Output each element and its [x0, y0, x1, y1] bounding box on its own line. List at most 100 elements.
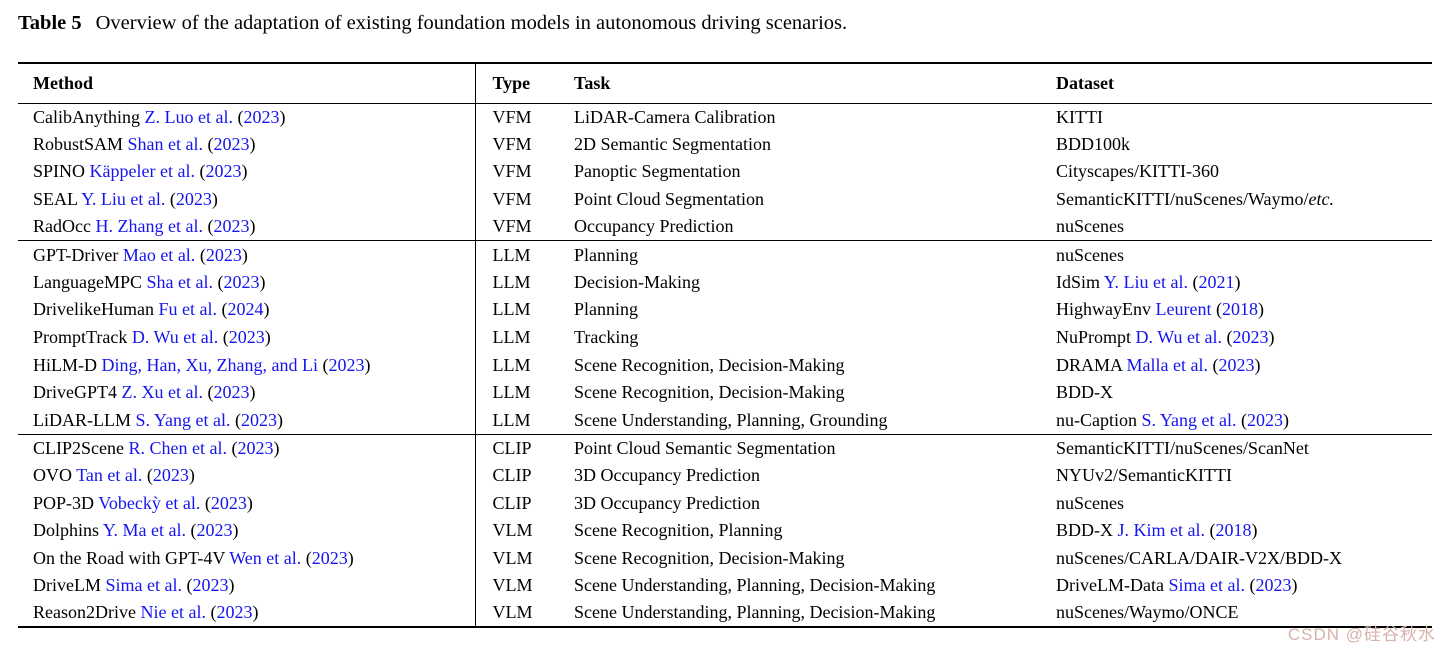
dataset-name: nuScenes	[1056, 244, 1124, 265]
col-header-dataset: Dataset	[1055, 63, 1432, 104]
method-cell: Dolphins Y. Ma et al. (2023)	[18, 516, 476, 545]
citation-link[interactable]: S. Yang et al.	[135, 409, 231, 430]
citation-link[interactable]: S. Yang et al.	[1141, 409, 1237, 430]
type-cell: VFM	[492, 161, 532, 182]
citation-link[interactable]: Vobeckỳ et al.	[98, 492, 201, 513]
citation-year-link[interactable]: 2023	[216, 602, 253, 623]
citation-year-link[interactable]: 2023	[241, 409, 278, 430]
dataset-name: HighwayEnv	[1056, 299, 1151, 320]
method-name: DrivelikeHuman	[33, 299, 154, 320]
citation-year-link[interactable]: 2023	[243, 106, 280, 127]
citation-link[interactable]: Tan et al.	[76, 465, 143, 486]
citation-year-link[interactable]: 2023	[1218, 354, 1255, 375]
citation-year-link[interactable]: 2023	[223, 271, 260, 292]
table-row: DriveLM Sima et al. (2023) VLM Scene Under…	[18, 572, 1432, 600]
citation-link[interactable]: Sha et al.	[146, 271, 213, 292]
dataset-name: BDD-X	[1056, 382, 1113, 403]
citation-link[interactable]: J. Kim et al.	[1117, 520, 1206, 541]
citation-link[interactable]: Shan et al.	[127, 133, 204, 154]
task-cell: Decision-Making	[574, 271, 700, 292]
citation-year-link[interactable]: 2023	[152, 465, 189, 486]
type-cell: VLM	[492, 575, 533, 596]
method-cell: DriveLM Sima et al. (2023)	[18, 572, 476, 600]
task-cell: Occupancy Prediction	[574, 216, 734, 237]
citation-link[interactable]: H. Zhang et al.	[95, 216, 203, 237]
citation-link[interactable]: Leurent	[1155, 299, 1212, 320]
citation-link[interactable]: Y. Liu et al.	[1103, 271, 1189, 292]
citation-year-link[interactable]: 2023	[228, 327, 265, 348]
citation-year-link[interactable]: 2023	[175, 189, 212, 210]
method-cell: DriveGPT4 Z. Xu et al. (2023)	[18, 378, 476, 407]
citation-link[interactable]: D. Wu et al.	[1135, 327, 1222, 348]
method-name: RadOcc	[33, 216, 91, 237]
citation-year-link[interactable]: 2023	[210, 492, 247, 513]
citation-year-link[interactable]: 2023	[1247, 409, 1284, 430]
method-cell: LiDAR-LLM S. Yang et al. (2023)	[18, 406, 476, 435]
task-cell: Planning	[572, 240, 1055, 269]
type-cell: VFM	[492, 189, 532, 210]
col-header-type: Type	[475, 63, 572, 104]
citation-year-link[interactable]: 2018	[1221, 299, 1258, 320]
method-name: LiDAR-LLM	[33, 409, 131, 430]
citation-link[interactable]: D. Wu et al.	[131, 327, 219, 348]
task-cell: 3D Occupancy Prediction	[574, 465, 760, 486]
citation-link[interactable]: Ding, Han, Xu, Zhang, and Li	[101, 354, 318, 375]
citation-year-link[interactable]: 2023	[311, 547, 348, 568]
method-cell: CLIP2Scene R. Chen et al. (2023)	[18, 433, 476, 462]
task-cell: Scene Understanding, Planning, Decision-…	[574, 575, 936, 596]
citation-link[interactable]: Nie et al.	[140, 602, 206, 623]
citation-year-link[interactable]: 2023	[213, 216, 250, 237]
table-row: GPT-Driver Mao et al. (2023) LLM Planning n…	[18, 240, 1432, 269]
citation-year-link[interactable]: 2023	[213, 133, 250, 154]
citation-link[interactable]: Fu et al.	[158, 299, 217, 320]
citation-year-link[interactable]: 2021	[1198, 271, 1235, 292]
dataset-cell: nuScenes	[1055, 213, 1432, 241]
citation-link[interactable]: Wen et al.	[229, 547, 302, 568]
citation-link[interactable]: Z. Luo et al.	[144, 106, 233, 127]
dataset-name: BDD-X	[1056, 520, 1113, 541]
task-cell: Scene Understanding, Planning, Grounding	[574, 409, 888, 430]
citation-link[interactable]: Sima et al.	[1168, 575, 1245, 596]
dataset-name: nuScenes/Waymo/ONCE	[1056, 602, 1239, 623]
method-name: DriveGPT4	[33, 382, 117, 403]
citation-link[interactable]: Z. Xu et al.	[121, 382, 203, 403]
type-cell: CLIP	[475, 433, 572, 462]
method-name: RobustSAM	[33, 133, 124, 154]
citation-year-link[interactable]: 2023	[1255, 575, 1292, 596]
citation-link[interactable]: Käppeler et al.	[89, 161, 195, 182]
citation-link[interactable]: Mao et al.	[122, 244, 196, 265]
type-cell: VLM	[492, 520, 533, 541]
type-cell: LLM	[492, 382, 531, 403]
table-row: LiDAR-LLM S. Yang et al. (2023) LLM Scene …	[18, 406, 1432, 435]
type-cell: VFM	[492, 133, 532, 154]
task-cell: Planning	[574, 299, 639, 320]
table-row: DrivelikeHuman Fu et al. (2024) LLM Planni…	[18, 296, 1432, 324]
citation-year-link[interactable]: 2023	[213, 382, 250, 403]
dataset-cell: NYUv2/SemanticKITTI	[1055, 462, 1432, 490]
citation-link[interactable]: Y. Ma et al.	[102, 520, 187, 541]
method-name: CalibAnything	[33, 106, 140, 127]
dataset-cell: nuScenes/CARLA/DAIR-V2X/BDD-X	[1055, 545, 1432, 573]
citation-year-link[interactable]: 2023	[328, 354, 365, 375]
citation-year-link[interactable]: 2023	[205, 244, 242, 265]
citation-year-link[interactable]: 2024	[227, 299, 264, 320]
method-cell: On the Road with GPT-4V Wen et al. (2023…	[18, 544, 476, 573]
table-row: SPINO Käppeler et al. (2023) VFM Panoptic …	[18, 158, 1432, 186]
citation-year-link[interactable]: 2023	[196, 520, 233, 541]
watermark: CSDN @硅谷秋水	[1287, 625, 1436, 644]
method-name: Dolphins	[33, 520, 100, 541]
citation-year-link[interactable]: 2023	[237, 437, 274, 458]
dataset-cell: BDD100k	[1055, 131, 1432, 159]
citation-link[interactable]: Sima et al.	[105, 575, 182, 596]
citation-year-link[interactable]: 2023	[192, 575, 229, 596]
citation-year-link[interactable]: 2018	[1215, 520, 1252, 541]
citation-year-link[interactable]: 2023	[205, 161, 242, 182]
citation-link[interactable]: Malla et al.	[1126, 354, 1208, 375]
table-row: CalibAnything Z. Luo et al. (2023) VFM LiD…	[18, 103, 1432, 131]
dataset-cell: DRAMA Malla et al. (2023)	[1056, 354, 1261, 375]
citation-link[interactable]: Y. Liu et al.	[81, 189, 166, 210]
citation-link[interactable]: R. Chen et al.	[128, 437, 227, 458]
citation-year-link[interactable]: 2023	[1232, 327, 1269, 348]
method-cell: POP-3D Vobeckỳ et al. (2023)	[18, 489, 476, 517]
method-name: OVO	[33, 465, 72, 486]
